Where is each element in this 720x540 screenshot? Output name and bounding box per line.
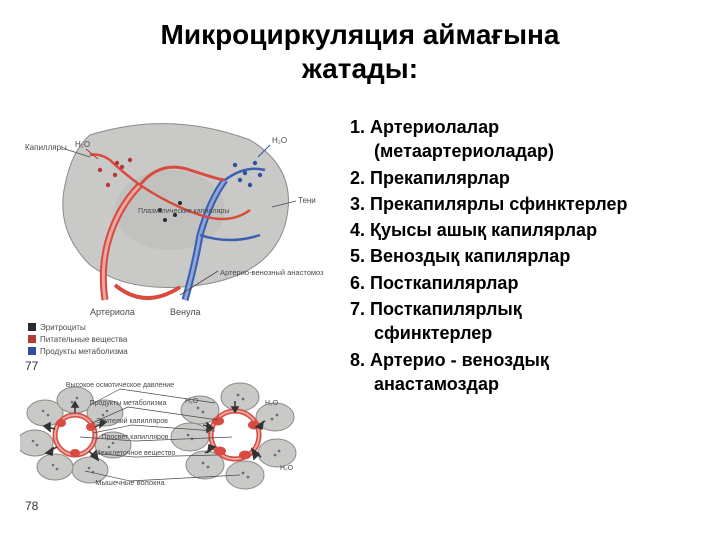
slide: Микроциркуляция аймағына жатады: [0, 0, 720, 540]
list-num: 6. [350, 273, 365, 293]
slide-title: Микроциркуляция аймағына жатады: [0, 18, 720, 85]
list-num: 2. [350, 168, 365, 188]
fig-label-plasma-cap: Плазматические капилляры [138, 208, 229, 215]
list-num: 8. [350, 350, 365, 370]
list-num: 3. [350, 194, 365, 214]
list-num: 4. [350, 220, 365, 240]
figure-top-panel: H₂O H₂O Капилляры Плазматические капилля… [25, 124, 324, 317]
content-area: H₂O H₂O Капилляры Плазматические капилля… [0, 115, 720, 525]
list-item-8: 8. Артерио - веноздық анастамоздар [350, 348, 700, 397]
fig-label-capillaries: Капилляры [25, 143, 67, 152]
components-list: 1. Артериолалар (метаартериоладар) 2. Пр… [350, 115, 700, 396]
list-item-2: 2. Прекапилярлар [350, 166, 700, 190]
microcirculation-figure: H₂O H₂O Капилляры Плазматические капилля… [20, 115, 340, 515]
list-item-5: 5. Веноздық капилярлар [350, 244, 700, 268]
list-num: 5. [350, 246, 365, 266]
fig-label-shadows: Тени [298, 196, 316, 205]
fig-number-bottom: 78 [25, 499, 39, 513]
figure-column: H₂O H₂O Капилляры Плазматические капилля… [20, 115, 340, 515]
list-item-7: 7. Посткапилярлық сфинктерлер [350, 297, 700, 346]
list-text: Прекапилярлы сфинктерлер [370, 194, 627, 214]
list-text: Прекапилярлар [370, 168, 510, 188]
list-num: 7. [350, 299, 365, 319]
title-line-1: Микроциркуляция аймағына [161, 19, 560, 50]
list-item-3: 3. Прекапилярлы сфинктерлер [350, 192, 700, 216]
list-num: 1. [350, 117, 365, 137]
fig-label-h2o-left: H₂O [75, 140, 90, 149]
list-text: Посткапилярлық [370, 299, 522, 319]
fig-label-venule: Венула [170, 307, 201, 317]
title-line-2: жатады: [302, 53, 418, 84]
fig-b-l1: Высокое осмотическое давление [66, 382, 174, 389]
fig-b-l3: Эпителий капилляров [96, 417, 168, 425]
list-text: Посткапилярлар [370, 273, 518, 293]
legend-1: Питательные вещества [40, 335, 128, 344]
legend-2: Продукты метаболизма [40, 347, 128, 356]
legend-0: Эритроциты [40, 323, 86, 332]
figure-legend: Эритроциты Питательные вещества Продукты… [28, 323, 128, 356]
list-sub: сфинктерлер [350, 321, 700, 345]
fig-b-h2o-3: H₂O [280, 465, 294, 472]
fig-label-h2o-right: H₂O [272, 136, 287, 145]
fig-b-l2: Продукты метаболизма [90, 399, 167, 407]
fig-label-arteriole: Артериола [90, 307, 135, 317]
fig-b-h2o-1: H₂O [265, 400, 279, 407]
list-text: Қуысы ашық капилярлар [370, 220, 597, 240]
fig-number-top: 77 [25, 359, 39, 373]
list-text: Артерио - веноздық [370, 350, 549, 370]
list-column: 1. Артериолалар (метаартериоладар) 2. Пр… [350, 115, 700, 398]
list-item-1: 1. Артериолалар (метаартериоладар) [350, 115, 700, 164]
list-text: Артериолалар [370, 117, 499, 137]
fig-label-av-anast: Артерио-венозный анастомоз [220, 268, 324, 277]
list-sub: (метаартериоладар) [350, 139, 700, 163]
list-text: Веноздық капилярлар [370, 246, 570, 266]
list-sub: анастамоздар [350, 372, 700, 396]
list-item-6: 6. Посткапилярлар [350, 271, 700, 295]
figure-bottom-panel: H₂O H₂O H₂O Высокое осмотическое давлени… [20, 382, 296, 489]
list-item-4: 4. Қуысы ашық капилярлар [350, 218, 700, 242]
fig-b-l5: Межклеточное вещество [95, 450, 176, 457]
